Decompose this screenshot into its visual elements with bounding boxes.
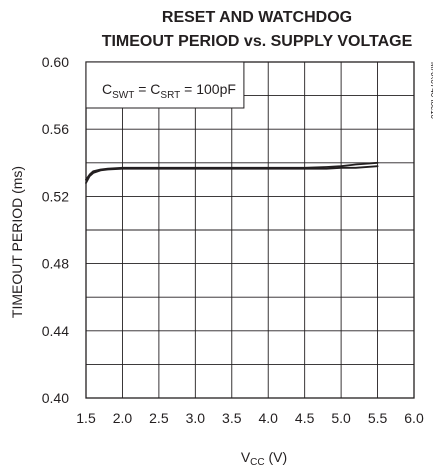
- x-tick-label: 2.0: [113, 410, 133, 426]
- annotation-text: = C: [134, 81, 160, 97]
- series-group: [85, 161, 379, 184]
- y-axis-label: TIMEOUT PERIOD (ms): [9, 166, 25, 318]
- x-tick-label: 4.0: [258, 410, 278, 426]
- grid: [86, 62, 414, 398]
- x-tick-label: 5.0: [331, 410, 351, 426]
- annotation-text: = 100pF: [180, 81, 236, 97]
- x-tick-label: 3.0: [186, 410, 206, 426]
- y-tick-label: 0.52: [42, 188, 69, 204]
- x-axis-label-unit: (V): [265, 449, 288, 465]
- y-tick-label: 0.40: [42, 390, 69, 406]
- x-tick-label: 2.5: [149, 410, 169, 426]
- x-axis-label: VCC (V): [241, 449, 287, 468]
- y-tick-label: 0.56: [42, 121, 69, 137]
- chart-title: RESET AND WATCHDOG TIMEOUT PERIOD vs. SU…: [102, 9, 413, 50]
- x-tick-label: 6.0: [404, 410, 424, 426]
- x-tick-label: 5.5: [368, 410, 388, 426]
- x-tick-label: 4.5: [295, 410, 315, 426]
- x-axis-label-main: V: [241, 449, 251, 465]
- chart-title-line-2: TIMEOUT PERIOD vs. SUPPLY VOLTAGE: [102, 33, 413, 50]
- annotation-box: [85, 61, 245, 109]
- y-tick-label: 0.48: [42, 256, 69, 272]
- annotation-text: C: [102, 81, 112, 97]
- x-axis-label-subscript: CC: [250, 457, 264, 468]
- series-line: [85, 165, 379, 184]
- x-tick-labels: 1.5 2.0 2.5 3.0 3.5 4.0 4.5 5.0 5.5 6.0: [76, 410, 424, 426]
- figure-id: MAX6746 toc10: [429, 62, 433, 119]
- annotation-subscript: SRT: [160, 90, 180, 101]
- x-tick-label: 3.5: [222, 410, 242, 426]
- x-tick-label: 1.5: [76, 410, 96, 426]
- y-tick-labels: 0.40 0.44 0.48 0.52 0.56 0.60: [42, 54, 69, 406]
- y-tick-label: 0.44: [42, 323, 69, 339]
- capacitance-annotation: CSWT = CSRT = 100pF: [102, 81, 236, 101]
- plot-frame: [85, 61, 415, 399]
- chart-title-line-1: RESET AND WATCHDOG: [162, 9, 352, 26]
- y-tick-label: 0.60: [42, 54, 69, 70]
- annotation-subscript: SWT: [112, 90, 134, 101]
